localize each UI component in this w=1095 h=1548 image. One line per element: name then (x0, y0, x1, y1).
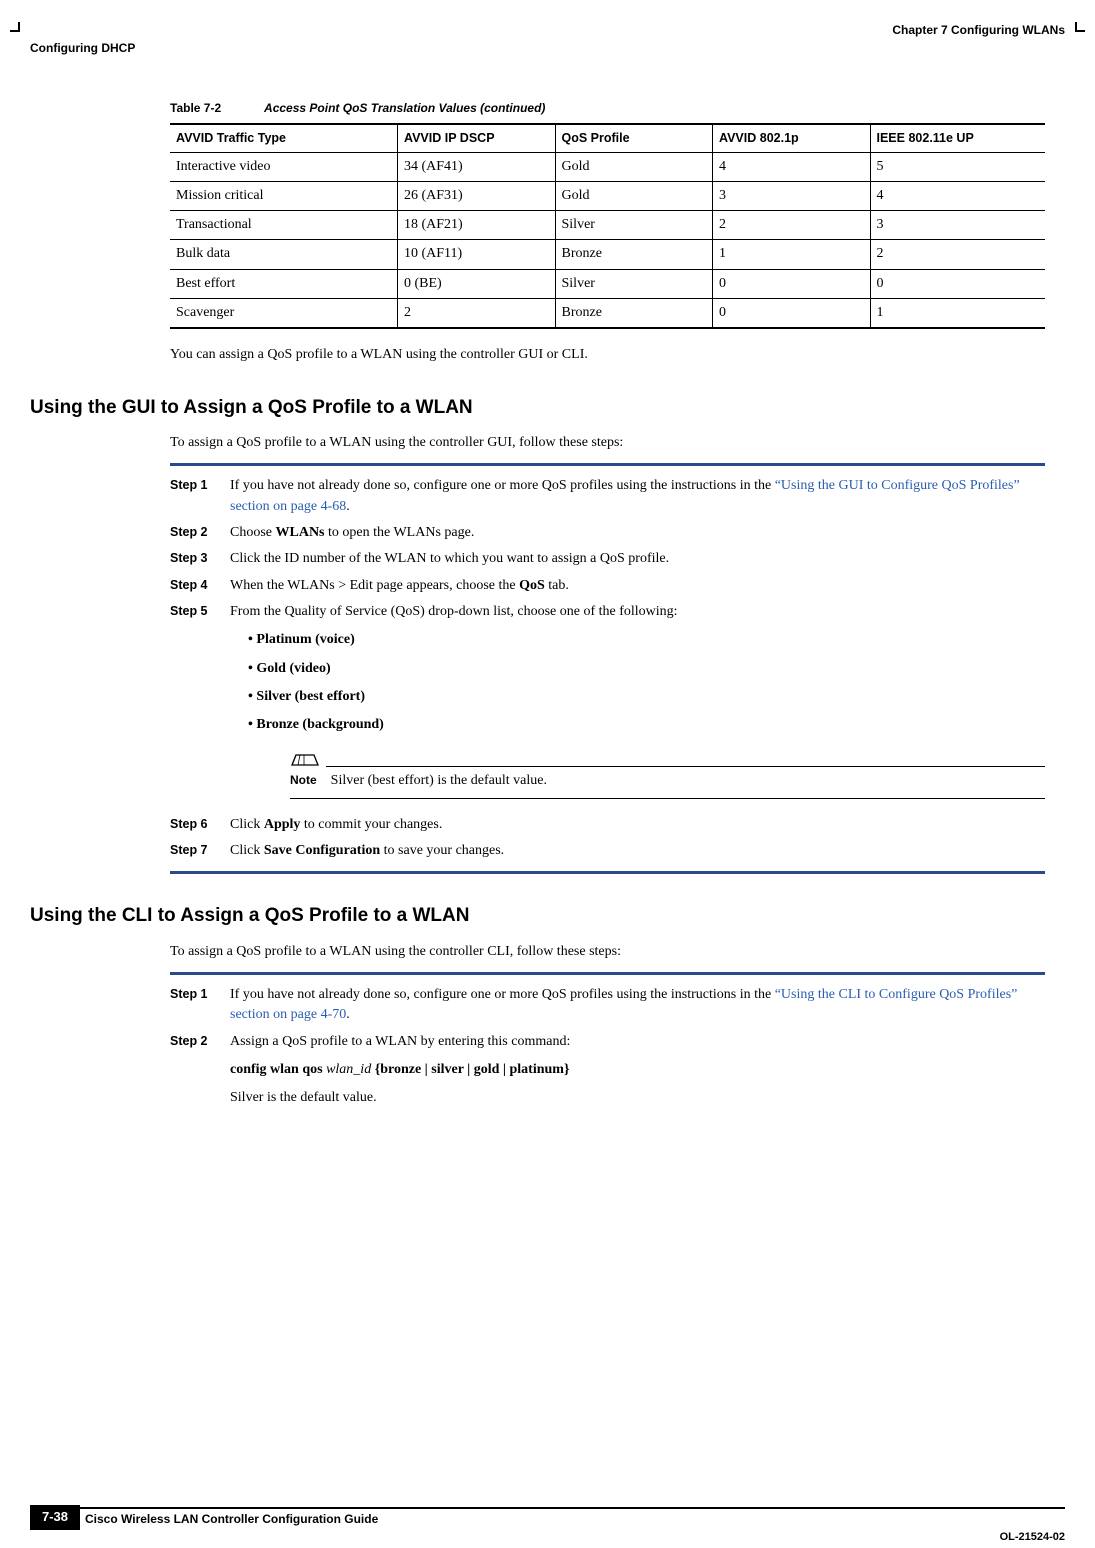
step-body: Assign a QoS profile to a WLAN by enteri… (230, 1032, 1045, 1109)
table-caption: Table 7-2 Access Point QoS Translation V… (170, 100, 1045, 117)
table-cell: Mission critical (170, 181, 398, 210)
rule-divider (170, 463, 1045, 466)
table-cell: 3 (713, 181, 871, 210)
step-body: When the WLANs > Edit page appears, choo… (230, 576, 1045, 596)
page-footer: Cisco Wireless LAN Controller Configurat… (30, 1507, 1065, 1528)
gui-lead: To assign a QoS profile to a WLAN using … (170, 433, 1045, 453)
step-row: Step 5 From the Quality of Service (QoS)… (170, 602, 1045, 809)
gui-section-heading: Using the GUI to Assign a QoS Profile to… (30, 394, 1065, 422)
table-cell: Interactive video (170, 152, 398, 181)
step-row: Step 7 Click Save Configuration to save … (170, 841, 1045, 861)
cli-arg: wlan_id (326, 1062, 371, 1077)
pencil-icon (290, 749, 320, 767)
running-header-section: Configuring DHCP (30, 40, 135, 57)
running-header-chapter: Chapter 7 Configuring WLANs (892, 22, 1065, 39)
table-cell: Gold (555, 152, 713, 181)
list-item: Gold (video) (248, 659, 1045, 679)
list-item: Platinum (voice) (248, 630, 1045, 650)
table-cell: 3 (870, 211, 1045, 240)
table-cell: 0 (713, 299, 871, 329)
step-row: Step 6 Click Apply to commit your change… (170, 815, 1045, 835)
table-cell: 34 (AF41) (398, 152, 556, 181)
note-text: Silver (best effort) is the default valu… (331, 771, 547, 791)
cli-lead: To assign a QoS profile to a WLAN using … (170, 942, 1045, 962)
page-number-badge: 7-38 (30, 1505, 80, 1530)
step-body: Click Save Configuration to save your ch… (230, 841, 1045, 861)
table-cell: 5 (870, 152, 1045, 181)
table-cell: Silver (555, 211, 713, 240)
note-block (290, 749, 1045, 767)
step-label: Step 3 (170, 549, 230, 567)
table-header-cell: AVVID Traffic Type (170, 124, 398, 152)
step-label: Step 4 (170, 576, 230, 594)
table-cell: 1 (870, 299, 1045, 329)
table-cell: 2 (713, 211, 871, 240)
step-label: Step 2 (170, 523, 230, 541)
step-row: Step 3 Click the ID number of the WLAN t… (170, 549, 1045, 569)
step-label: Step 5 (170, 602, 230, 620)
table-cell: 4 (870, 181, 1045, 210)
table-cell: 18 (AF21) (398, 211, 556, 240)
step-label: Step 2 (170, 1032, 230, 1050)
step-body: Click Apply to commit your changes. (230, 815, 1045, 835)
table-cell: Gold (555, 181, 713, 210)
table-cell: 2 (398, 299, 556, 329)
table-cell: Scavenger (170, 299, 398, 329)
list-item: Silver (best effort) (248, 687, 1045, 707)
table-cell: Transactional (170, 211, 398, 240)
step-body: Click the ID number of the WLAN to which… (230, 549, 1045, 569)
table-row: Interactive video34 (AF41)Gold45 (170, 152, 1045, 181)
table-cell: 1 (713, 240, 871, 269)
step-row: Step 1 If you have not already done so, … (170, 476, 1045, 517)
step-body: From the Quality of Service (QoS) drop-d… (230, 602, 1045, 809)
table-cell: Bulk data (170, 240, 398, 269)
table-number: Table 7-2 (170, 101, 221, 115)
step-body: If you have not already done so, configu… (230, 985, 1045, 1026)
list-item: Bronze (background) (248, 715, 1045, 735)
table-row: Scavenger2Bronze01 (170, 299, 1045, 329)
rule-divider (170, 972, 1045, 975)
table-cell: 10 (AF11) (398, 240, 556, 269)
table-cell: 0 (BE) (398, 269, 556, 298)
step-label: Step 1 (170, 985, 230, 1003)
footer-book-title: Cisco Wireless LAN Controller Configurat… (85, 1511, 1065, 1528)
table-row: Bulk data10 (AF11)Bronze12 (170, 240, 1045, 269)
table-row: Mission critical26 (AF31)Gold34 (170, 181, 1045, 210)
note-rule-below (290, 798, 1045, 799)
table-title: Access Point QoS Translation Values (con… (264, 101, 545, 115)
step-body: Choose WLANs to open the WLANs page. (230, 523, 1045, 543)
qos-table: AVVID Traffic TypeAVVID IP DSCPQoS Profi… (170, 123, 1045, 329)
cli-section-heading: Using the CLI to Assign a QoS Profile to… (30, 902, 1065, 930)
footer-doc-id: OL-21524-02 (1000, 1530, 1065, 1546)
step-body: If you have not already done so, configu… (230, 476, 1045, 517)
step-row: Step 1 If you have not already done so, … (170, 985, 1045, 1026)
table-cell: 0 (870, 269, 1045, 298)
cli-command: config wlan qos (230, 1062, 326, 1077)
table-cell: 4 (713, 152, 871, 181)
table-cell: Bronze (555, 299, 713, 329)
step-label: Step 7 (170, 841, 230, 859)
table-header-cell: AVVID IP DSCP (398, 124, 556, 152)
table-cell: 2 (870, 240, 1045, 269)
qos-option-list: Platinum (voice) Gold (video) Silver (best… (248, 630, 1045, 735)
table-row: Best effort0 (BE)Silver00 (170, 269, 1045, 298)
table-cell: Bronze (555, 240, 713, 269)
step-row: Step 2 Assign a QoS profile to a WLAN by… (170, 1032, 1045, 1109)
note-label: Note (290, 772, 317, 789)
table-cell: Best effort (170, 269, 398, 298)
rule-divider (170, 871, 1045, 874)
step-row: Step 2 Choose WLANs to open the WLANs pa… (170, 523, 1045, 543)
table-cell: 26 (AF31) (398, 181, 556, 210)
table-header-cell: AVVID 802.1p (713, 124, 871, 152)
intro-paragraph: You can assign a QoS profile to a WLAN u… (170, 345, 1045, 365)
table-row: Transactional18 (AF21)Silver23 (170, 211, 1045, 240)
table-header-cell: QoS Profile (555, 124, 713, 152)
table-cell: 0 (713, 269, 871, 298)
step-row: Step 4 When the WLANs > Edit page appear… (170, 576, 1045, 596)
table-cell: Silver (555, 269, 713, 298)
step-label: Step 1 (170, 476, 230, 494)
step-label: Step 6 (170, 815, 230, 833)
table-header-cell: IEEE 802.11e UP (870, 124, 1045, 152)
